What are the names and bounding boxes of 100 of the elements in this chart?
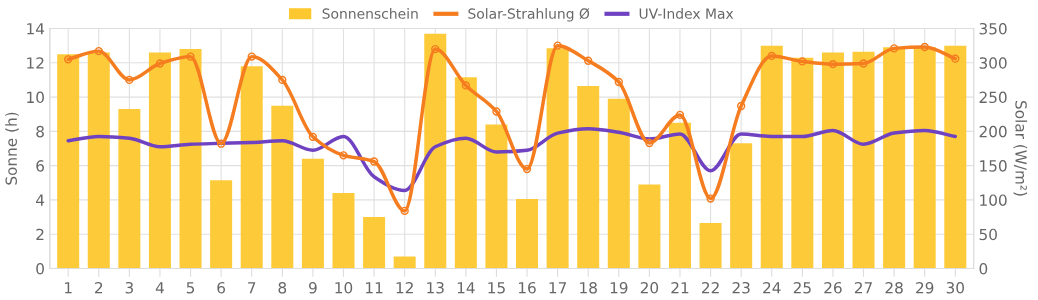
x-tick-label: 8 [278,281,287,294]
bar [424,33,447,269]
bar [883,47,906,269]
y2-tick-label: 50 [979,228,997,241]
point [951,54,960,63]
y-tick-label: 10 [27,91,44,104]
point [584,56,593,65]
x-tick-label: 3 [125,281,133,294]
bar [913,47,936,269]
bar [791,57,814,269]
point [339,151,348,160]
x-tick-label: 17 [549,282,567,294]
point [400,206,409,216]
x-tick-label: 7 [248,282,256,294]
point [125,75,134,85]
y2-tick-label: 100 [980,194,1007,206]
x-tick-label: 4 [155,282,164,294]
point [675,110,685,120]
bar [852,51,875,269]
point [369,157,379,166]
x-tick-label: 23 [732,281,750,294]
point [645,138,654,148]
bar [944,45,967,269]
x-tick-label: 14 [457,282,475,294]
x-tick-label: 30 [946,281,964,294]
point [920,42,929,52]
x-tick-label: 27 [854,281,872,294]
point [859,59,868,68]
point [278,75,287,85]
y-tick-label: 0 [36,262,44,275]
bar [57,54,80,269]
x-tick-label: 11 [366,282,383,294]
x-tick-label: 21 [671,281,689,294]
bar [454,77,477,269]
y-axis-title: Sonne (h) [5,112,19,185]
x-tick-label: 1 [65,282,72,294]
point [798,57,807,66]
y-tick-label: 2 [36,228,44,241]
x-tick-label: 5 [186,282,195,294]
x-tick-label: 9 [309,281,317,294]
point [64,55,73,64]
y2-tick-label: 250 [979,91,1007,104]
point [828,59,838,69]
legend-label: Sonnenschein [322,8,418,19]
bar [118,109,141,269]
x-tick-label: 28 [885,281,903,294]
bar [607,98,630,269]
bar [485,124,508,269]
point [461,81,471,90]
bar [668,122,691,269]
bar [821,52,844,269]
x-tick-label: 16 [518,281,536,294]
point [186,52,195,61]
bar [760,45,783,269]
point [247,52,256,61]
x-tick-label: 29 [916,281,934,294]
y-tick-label: 8 [36,125,44,138]
x-tick-label: 24 [763,281,781,294]
bar [240,66,263,269]
bar [730,143,753,269]
point [553,41,562,50]
y2-tick-label: 0 [979,262,988,275]
bar [148,52,171,269]
bar [210,180,233,269]
x-tick-label: 13 [427,281,444,294]
y-tick-label: 6 [36,160,44,172]
point [889,44,899,53]
x-tick-label: 18 [580,281,597,294]
point [94,46,103,56]
x-tick-label: 15 [488,282,505,294]
y-tick-label: 12 [27,57,44,69]
line-series [66,127,958,193]
legend-label: Solar-Strahlung Ø [468,8,590,22]
bar [332,193,355,269]
bar [87,52,110,269]
point [431,44,440,54]
x-tick-label: 26 [824,281,842,294]
bar [516,199,539,269]
x-tick-label: 2 [95,281,103,294]
x-tick-label: 12 [396,281,413,294]
bar [546,48,569,269]
point [216,139,226,148]
point [308,132,318,142]
point [767,51,776,61]
y2-tick-label: 350 [979,22,1007,35]
bar [577,85,600,269]
point [492,107,501,116]
point [155,59,165,68]
y-tick-label: 4 [35,194,45,206]
y2-axis-title: Solar (W/m²) [1013,101,1028,196]
bar [638,184,661,269]
y2-tick-label: 300 [979,57,1007,69]
x-tick-label: 10 [335,281,353,294]
point [522,164,532,174]
x-tick-label: 6 [217,281,226,294]
x-tick-label: 25 [793,281,811,294]
bar [179,49,202,269]
point [614,77,623,87]
bar [301,158,324,269]
bar [393,256,416,269]
